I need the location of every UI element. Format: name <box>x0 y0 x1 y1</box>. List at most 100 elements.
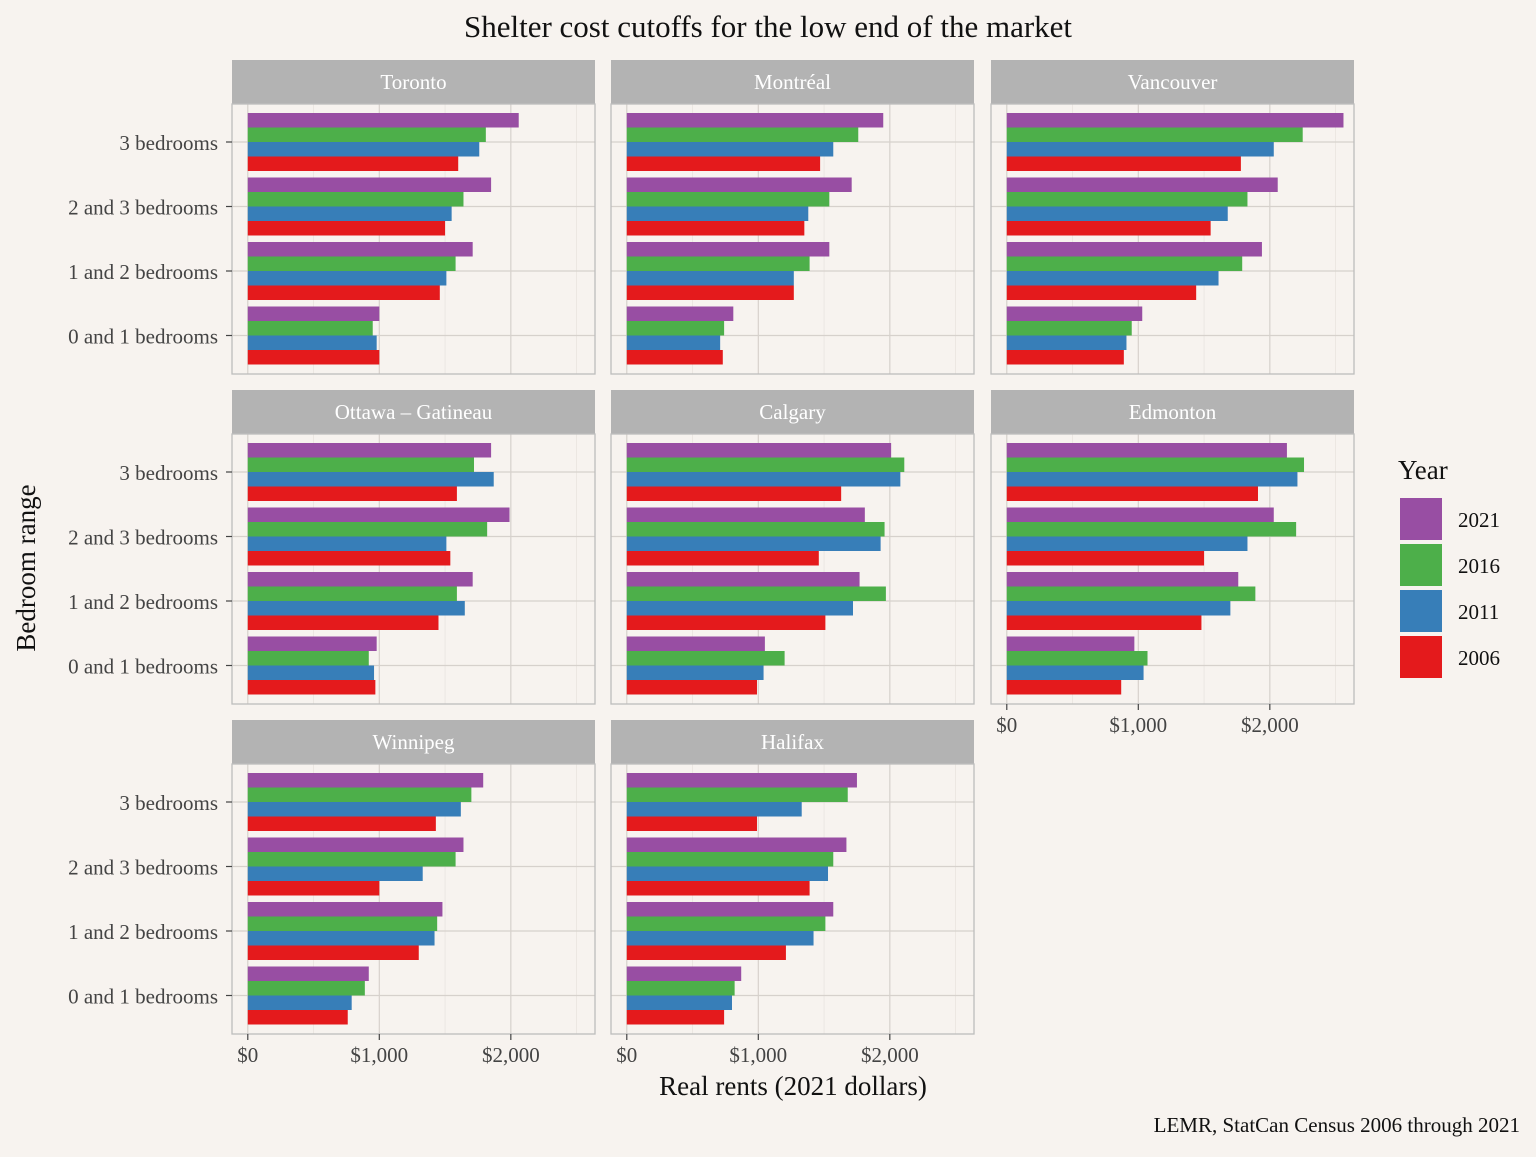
legend: Year 2021 2016 2011 2006 <box>1398 455 1500 678</box>
bar-halifax-2-and-3-bedrooms-2011 <box>626 866 829 881</box>
x-tick-label: $2,000 <box>482 1043 540 1067</box>
facet-panel-montreal: Montréal <box>610 60 975 375</box>
y-axis-title: Bedroom range <box>11 484 41 651</box>
bar-ottawa-gatineau-2-and-3-bedrooms-2011 <box>247 536 447 551</box>
bar-toronto-0-and-1-bedrooms-2021 <box>247 306 380 321</box>
chart-title: Shelter cost cutoffs for the low end of … <box>464 9 1072 44</box>
bar-toronto-1-and-2-bedrooms-2021 <box>247 242 473 257</box>
bar-vancouver-3-bedrooms-2021 <box>1006 113 1344 128</box>
bar-calgary-1-and-2-bedrooms-2006 <box>626 615 826 630</box>
panel-border <box>231 433 596 705</box>
bar-calgary-0-and-1-bedrooms-2021 <box>626 636 765 651</box>
legend-label-2011: 2011 <box>1458 600 1499 624</box>
bar-calgary-3-bedrooms-2006 <box>626 486 842 501</box>
bar-calgary-2-and-3-bedrooms-2016 <box>626 522 885 537</box>
bar-toronto-0-and-1-bedrooms-2016 <box>247 321 373 336</box>
y-tick-label: 1 and 2 bedrooms <box>68 590 218 614</box>
bar-edmonton-2-and-3-bedrooms-2021 <box>1006 507 1274 522</box>
bar-toronto-3-bedrooms-2006 <box>247 156 459 171</box>
bar-toronto-2-and-3-bedrooms-2021 <box>247 177 492 192</box>
facet-panel-halifax: Halifax $0 $1,000 $2,000 <box>610 720 975 1067</box>
y-tick-label: 3 bedrooms <box>119 791 218 815</box>
legend-title: Year <box>1398 455 1448 485</box>
bar-winnipeg-1-and-2-bedrooms-2011 <box>247 931 435 946</box>
facet-label: Halifax <box>761 730 824 754</box>
bar-halifax-1-and-2-bedrooms-2016 <box>626 916 826 931</box>
legend-key-2016 <box>1400 544 1442 586</box>
bar-halifax-2-and-3-bedrooms-2016 <box>626 852 834 867</box>
y-tick-label: 0 and 1 bedrooms <box>68 655 218 679</box>
bar-edmonton-3-bedrooms-2011 <box>1006 472 1298 487</box>
bar-ottawa-gatineau-2-and-3-bedrooms-2006 <box>247 551 451 566</box>
bar-vancouver-2-and-3-bedrooms-2016 <box>1006 192 1248 207</box>
y-tick-label: 0 and 1 bedrooms <box>68 325 218 349</box>
legend-key-2011 <box>1400 590 1442 632</box>
bar-vancouver-0-and-1-bedrooms-2006 <box>1006 350 1124 365</box>
bar-halifax-0-and-1-bedrooms-2016 <box>626 981 735 996</box>
panel-border <box>990 103 1355 375</box>
bar-winnipeg-2-and-3-bedrooms-2021 <box>247 837 464 852</box>
bar-calgary-3-bedrooms-2021 <box>626 443 892 458</box>
y-tick-label: 1 and 2 bedrooms <box>68 920 218 944</box>
panel-border <box>610 763 975 1035</box>
facet-strip <box>232 720 595 764</box>
bar-montreal-0-and-1-bedrooms-2006 <box>626 350 723 365</box>
bar-montreal-3-bedrooms-2011 <box>626 142 834 157</box>
x-tick-label: $1,000 <box>729 1043 787 1067</box>
bar-vancouver-3-bedrooms-2006 <box>1006 156 1241 171</box>
facet-strip <box>232 390 595 434</box>
panel-border <box>231 103 596 375</box>
bar-winnipeg-3-bedrooms-2021 <box>247 773 484 788</box>
facet-strip <box>611 720 974 764</box>
facet-panels: Toronto 3 bedrooms 2 and 3 bedrooms 1 and 2… <box>68 60 1355 1067</box>
facet-label: Calgary <box>759 400 826 424</box>
bar-edmonton-3-bedrooms-2021 <box>1006 443 1287 458</box>
bar-toronto-1-and-2-bedrooms-2011 <box>247 271 447 286</box>
bar-calgary-2-and-3-bedrooms-2021 <box>626 507 865 522</box>
x-tick-label: $1,000 <box>1109 713 1167 737</box>
x-tick-label: $0 <box>237 1043 258 1067</box>
bar-winnipeg-1-and-2-bedrooms-2021 <box>247 902 443 917</box>
bar-edmonton-1-and-2-bedrooms-2006 <box>1006 615 1202 630</box>
bar-ottawa-gatineau-3-bedrooms-2006 <box>247 486 457 501</box>
bar-halifax-1-and-2-bedrooms-2011 <box>626 931 814 946</box>
bar-winnipeg-2-and-3-bedrooms-2016 <box>247 852 456 867</box>
bar-ottawa-gatineau-1-and-2-bedrooms-2011 <box>247 601 465 616</box>
bar-toronto-3-bedrooms-2021 <box>247 113 519 128</box>
bar-montreal-1-and-2-bedrooms-2006 <box>626 285 794 300</box>
y-tick-label: 2 and 3 bedrooms <box>68 526 218 550</box>
bar-vancouver-1-and-2-bedrooms-2006 <box>1006 285 1197 300</box>
bar-halifax-3-bedrooms-2021 <box>626 773 857 788</box>
bar-edmonton-3-bedrooms-2006 <box>1006 486 1258 501</box>
panel-border <box>610 433 975 705</box>
facet-strip <box>232 60 595 104</box>
bar-ottawa-gatineau-0-and-1-bedrooms-2006 <box>247 680 376 695</box>
bar-winnipeg-2-and-3-bedrooms-2006 <box>247 881 380 896</box>
bar-halifax-2-and-3-bedrooms-2006 <box>626 881 810 896</box>
bar-edmonton-2-and-3-bedrooms-2011 <box>1006 536 1248 551</box>
legend-key-2006 <box>1400 636 1442 678</box>
bar-edmonton-2-and-3-bedrooms-2006 <box>1006 551 1205 566</box>
bar-montreal-2-and-3-bedrooms-2011 <box>626 206 809 221</box>
bar-toronto-2-and-3-bedrooms-2011 <box>247 206 452 221</box>
bar-winnipeg-0-and-1-bedrooms-2006 <box>247 1010 348 1025</box>
bar-vancouver-3-bedrooms-2011 <box>1006 142 1274 157</box>
bar-calgary-0-and-1-bedrooms-2016 <box>626 651 785 666</box>
x-axis-title: Real rents (2021 dollars) <box>659 1071 927 1101</box>
bar-halifax-3-bedrooms-2011 <box>626 802 802 817</box>
bar-winnipeg-2-and-3-bedrooms-2011 <box>247 866 423 881</box>
y-tick-label: 2 and 3 bedrooms <box>68 196 218 220</box>
facet-panel-toronto: Toronto 3 bedrooms 2 and 3 bedrooms 1 and 2… <box>68 60 596 375</box>
bar-calgary-1-and-2-bedrooms-2011 <box>626 601 853 616</box>
bar-vancouver-1-and-2-bedrooms-2011 <box>1006 271 1219 286</box>
bar-ottawa-gatineau-0-and-1-bedrooms-2011 <box>247 665 375 680</box>
bar-vancouver-0-and-1-bedrooms-2016 <box>1006 321 1132 336</box>
bar-halifax-0-and-1-bedrooms-2011 <box>626 995 732 1010</box>
bar-ottawa-gatineau-1-and-2-bedrooms-2016 <box>247 586 457 601</box>
bar-ottawa-gatineau-3-bedrooms-2011 <box>247 472 494 487</box>
y-tick-label: 2 and 3 bedrooms <box>68 856 218 880</box>
bar-calgary-2-and-3-bedrooms-2011 <box>626 536 881 551</box>
bar-edmonton-1-and-2-bedrooms-2016 <box>1006 586 1256 601</box>
facet-strip <box>991 60 1354 104</box>
bar-toronto-1-and-2-bedrooms-2006 <box>247 285 440 300</box>
